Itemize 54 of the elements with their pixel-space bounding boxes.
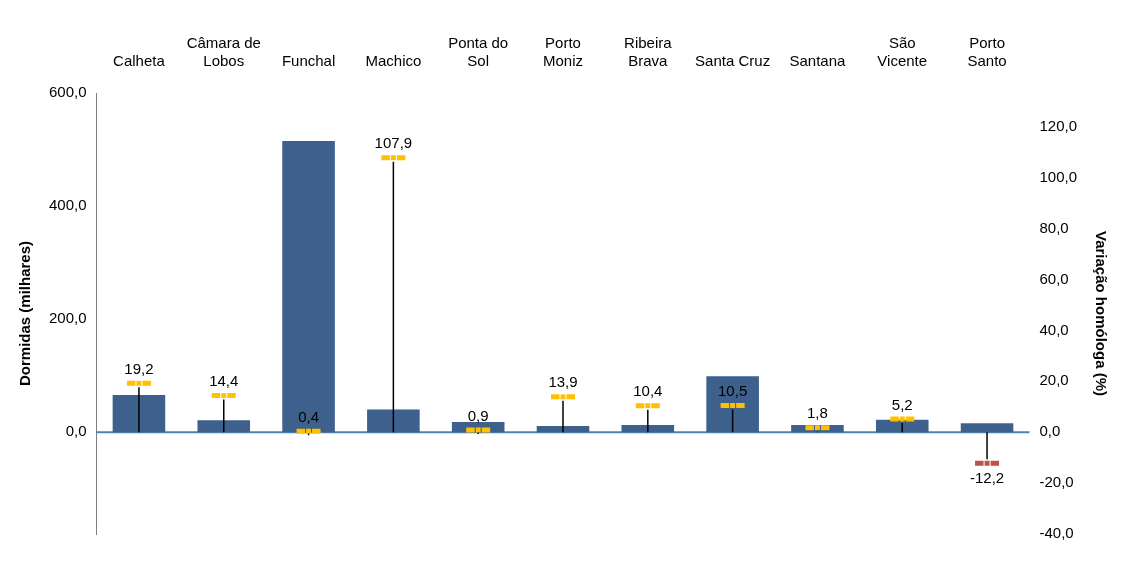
data-label: -12,2 <box>969 468 1005 486</box>
y2-tick-label: 20,0 <box>1039 371 1069 389</box>
data-label: 0,9 <box>467 406 489 424</box>
data-label: 107,9 <box>374 134 413 152</box>
x-tick-label: São Vicente <box>877 34 928 70</box>
point <box>221 393 227 399</box>
data-label: 0,4 <box>298 407 319 425</box>
point <box>984 460 990 466</box>
y2-tick-label: 100,0 <box>1039 167 1078 185</box>
x-tick-label: Porto Moniz <box>542 34 584 70</box>
x-tick-label: Santana <box>789 52 847 70</box>
bar <box>960 423 1014 433</box>
data-label: 1,8 <box>807 404 828 422</box>
y2-tick-label: 0,0 <box>1039 422 1061 440</box>
x-tick-label: Calheta <box>113 52 166 70</box>
bar <box>621 424 675 433</box>
x-tick-label: Santa Cruz <box>695 52 771 70</box>
y2-tick-label: -40,0 <box>1039 524 1074 542</box>
y-tick-label: 0,0 <box>65 422 87 440</box>
y2-tick-label: 40,0 <box>1039 320 1069 338</box>
data-label: 10,4 <box>633 382 663 400</box>
bar <box>875 419 929 433</box>
y2-tick-label: 60,0 <box>1039 269 1069 287</box>
y2-tick-label: 120,0 <box>1039 116 1078 134</box>
bar <box>282 141 335 433</box>
data-label: 10,5 <box>718 382 748 400</box>
point <box>814 425 820 431</box>
point <box>136 380 142 386</box>
bar <box>367 409 420 433</box>
y2-tick-label: 80,0 <box>1039 218 1069 236</box>
x-tick-label: Machico <box>365 52 422 70</box>
y-tick-label: 600,0 <box>48 83 87 101</box>
point <box>730 403 736 408</box>
x-tick-label: Funchal <box>281 52 336 70</box>
point <box>390 155 396 161</box>
bar <box>197 420 251 433</box>
bar <box>706 376 759 433</box>
bar <box>112 394 166 433</box>
x-tick-label: Porto Santo <box>967 34 1007 70</box>
y-axis-title: Dormidas (milhares) <box>16 240 34 387</box>
x-tick-label: Ponta do Sol <box>448 34 509 70</box>
point <box>475 427 481 433</box>
data-label: 19,2 <box>124 359 154 377</box>
bar <box>536 426 590 433</box>
y-tick-label: 400,0 <box>48 196 87 214</box>
point <box>645 403 651 409</box>
y2-tick-label: -20,0 <box>1039 473 1074 491</box>
data-label: 5,2 <box>891 395 913 413</box>
x-tick-label: Ribeira Brava <box>624 34 673 70</box>
y-tick-label: 200,0 <box>48 309 87 327</box>
data-label: 13,9 <box>548 373 578 391</box>
x-tick-label: Câmara de Lobos <box>186 34 261 70</box>
y2-axis-title: Variação homóloga (%) <box>1092 230 1110 397</box>
data-label: 14,4 <box>209 372 239 390</box>
